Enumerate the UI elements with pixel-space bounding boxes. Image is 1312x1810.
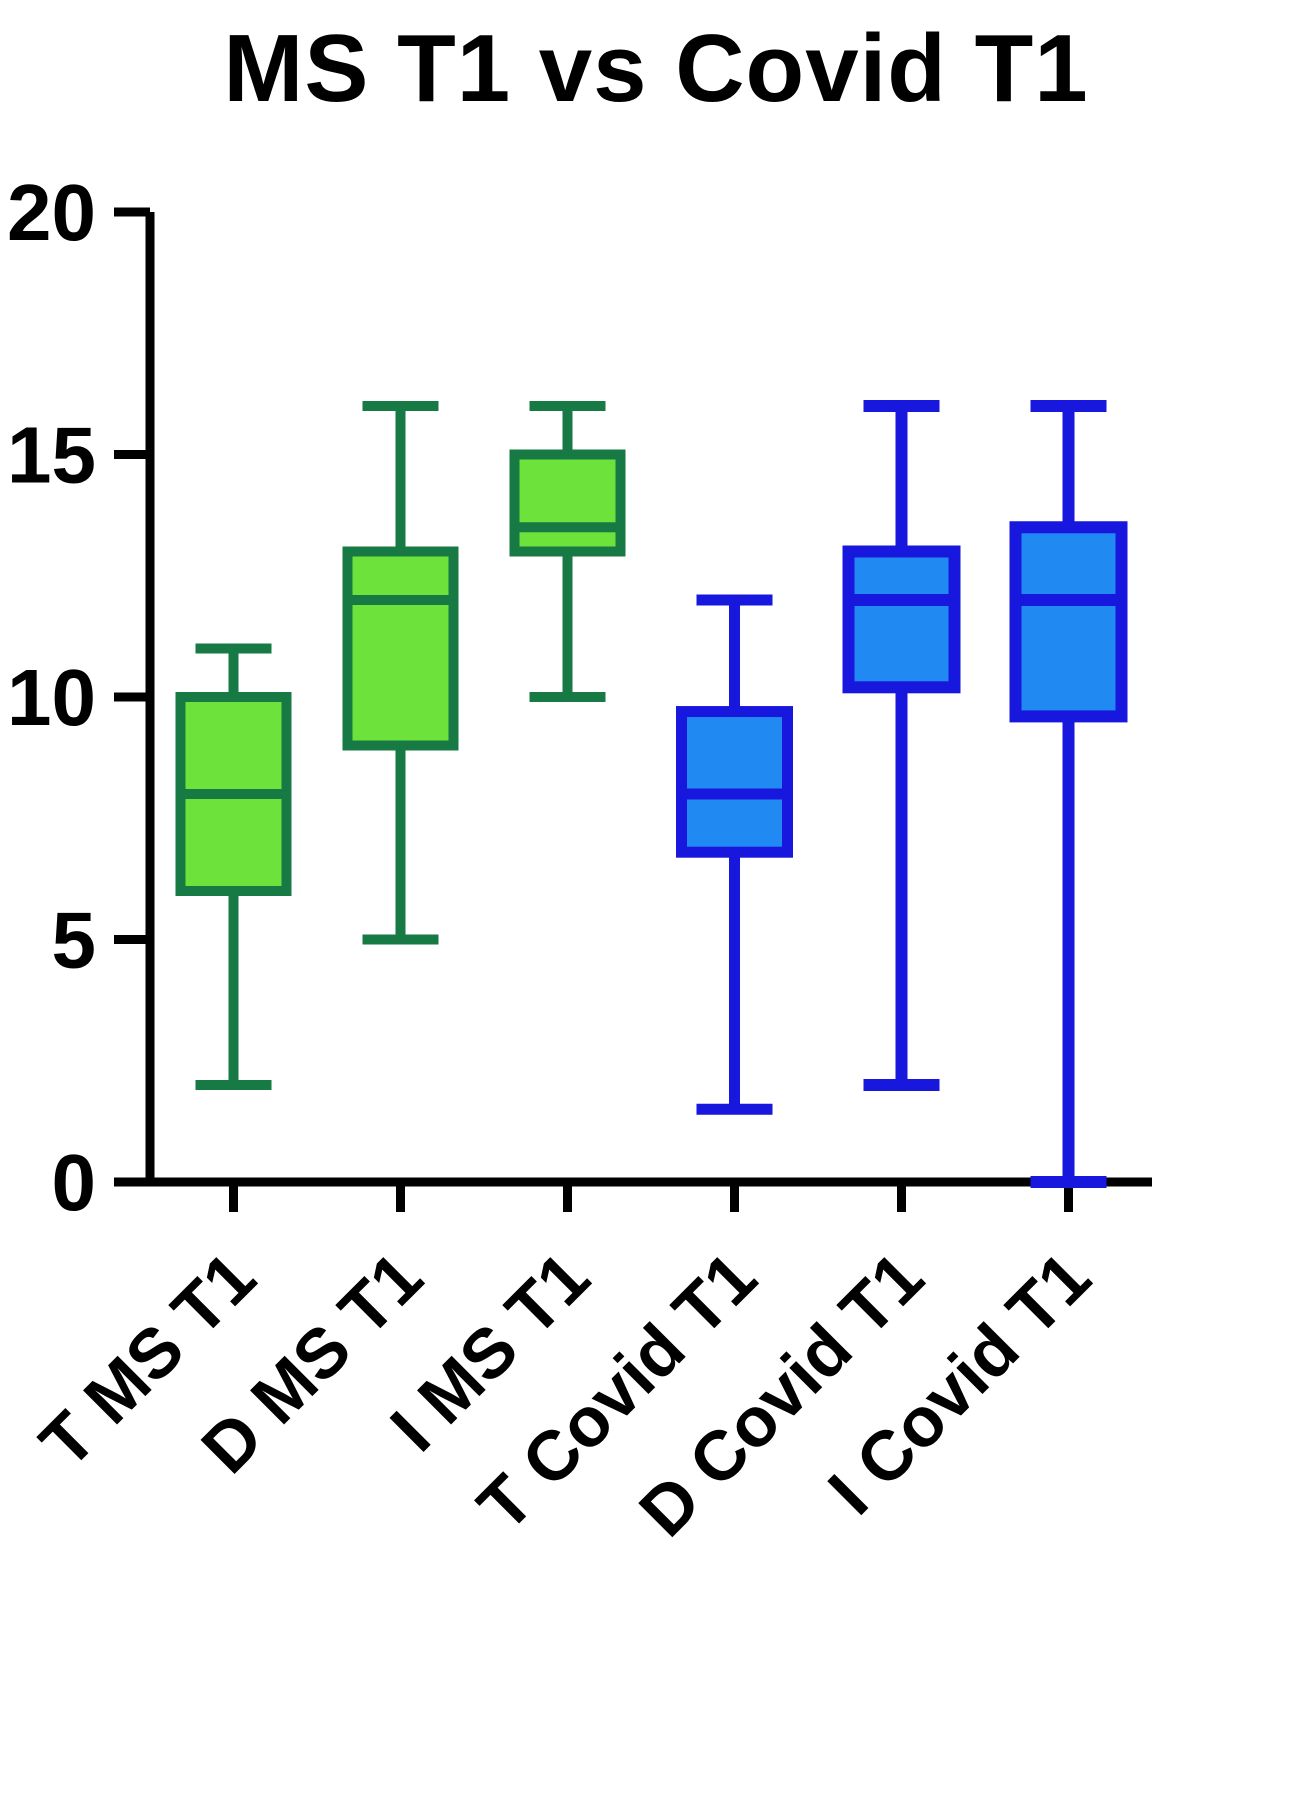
chart-title: MS T1 vs Covid T1 [223,15,1089,122]
box-rect [509,449,626,557]
box-rect [342,546,459,751]
box-rect [842,545,961,694]
box-rect [676,706,793,858]
y-tick-label: 20 [7,168,96,257]
y-tick-label: 10 [7,653,96,742]
box-rect [1009,521,1128,723]
y-tick-label: 5 [52,896,97,985]
y-tick-label: 15 [7,411,96,500]
y-tick-label: 0 [52,1138,97,1227]
